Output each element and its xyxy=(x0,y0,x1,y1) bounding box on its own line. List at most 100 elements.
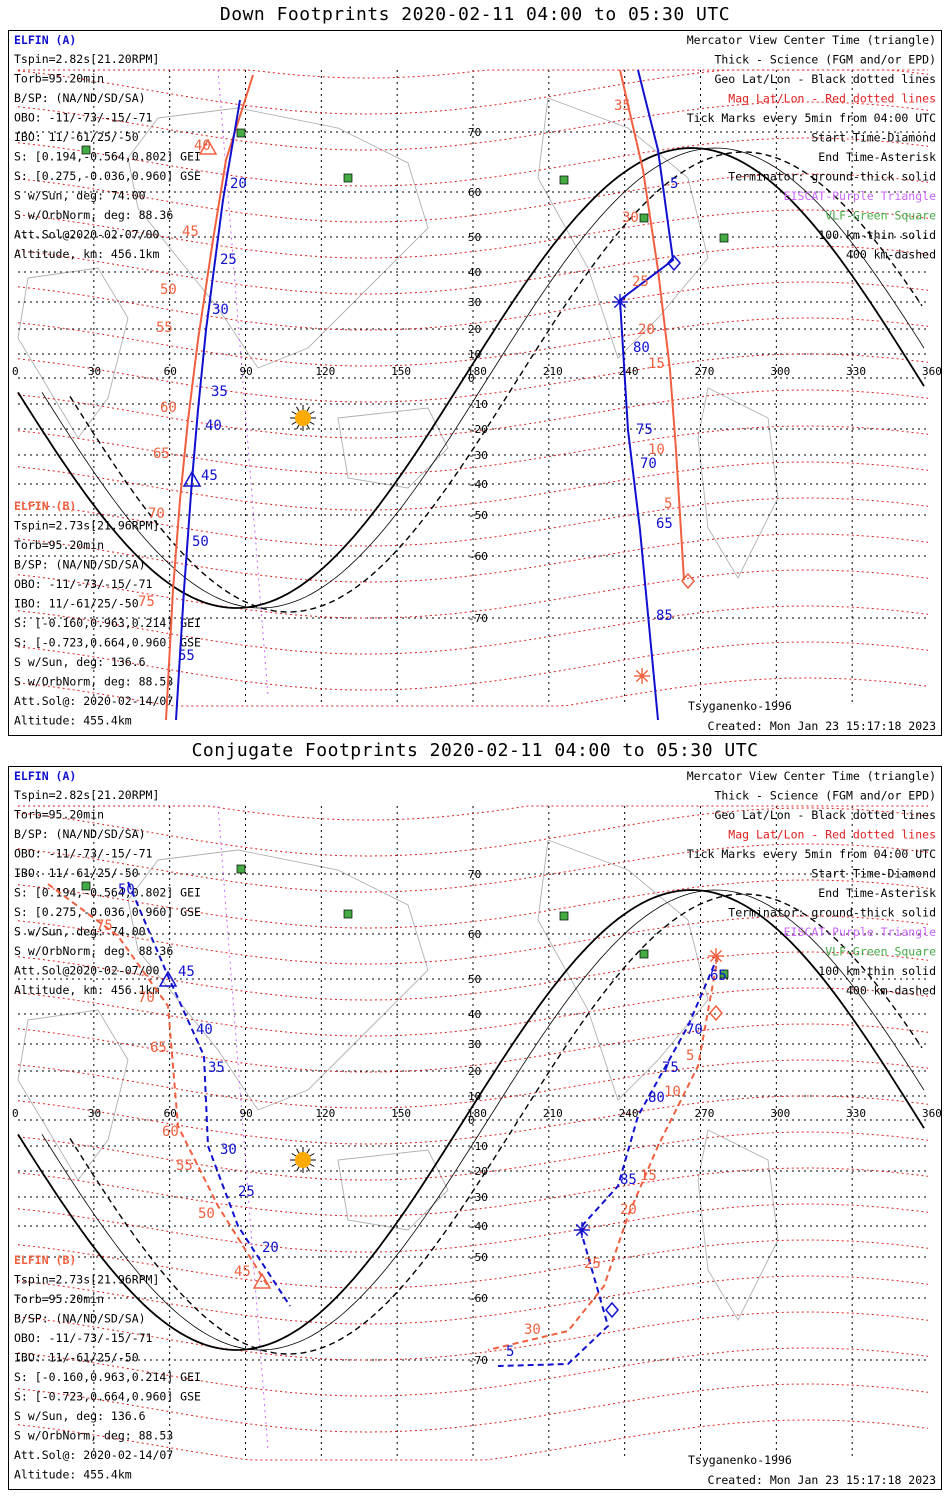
model-label: Tsyganenko-1996 xyxy=(688,1453,792,1467)
lat-tick-label: -70 xyxy=(468,612,488,625)
lon-tick-label: 180 xyxy=(467,365,487,378)
lon-tick-label: 30 xyxy=(88,1107,101,1120)
legend-item: EISCAT-Purple Triangle xyxy=(784,925,936,939)
elfin-b-track-west xyxy=(165,74,254,721)
elfin-b-tick-label: 45 xyxy=(234,1264,251,1280)
elfin-b-tick-label: 50 xyxy=(160,282,177,298)
elfin-a-tick-label: 40 xyxy=(205,418,222,434)
elfin-b-tick-label: 25 xyxy=(584,1256,601,1272)
vlf-station-marker xyxy=(719,233,729,243)
lon-tick-label: 30 xyxy=(88,365,101,378)
elfin-b-tick-label: 20 xyxy=(620,1202,637,1218)
vlf-station-marker xyxy=(236,128,246,138)
elfin-b-param: B/SP: (NA/ND/SD/SA) xyxy=(14,1312,146,1326)
legend-item: End Time-Asterisk xyxy=(818,150,936,164)
lon-tick-label: 270 xyxy=(695,1107,715,1120)
vlf-station-marker xyxy=(639,949,649,959)
elfin-b-name: ELFIN (B) xyxy=(14,1253,76,1267)
elfin-a-tick-label: 30 xyxy=(220,1142,237,1158)
elfin-a-tick-label: 40 xyxy=(196,1022,213,1038)
elfin-b-param: Tspin=2.73s[21.96RPM] xyxy=(14,1273,159,1287)
elfin-a-param: Att.Sol@2020-02-07/00 xyxy=(14,964,159,978)
lon-tick-label: 60 xyxy=(164,1107,177,1120)
lat-tick-label: -10 xyxy=(468,398,488,411)
elfin-b-param: Altitude: 455.4km xyxy=(14,1468,132,1482)
lon-tick-label: 360 xyxy=(922,1107,942,1120)
lon-tick-label: 300 xyxy=(770,1107,790,1120)
lon-tick-label: 150 xyxy=(391,1107,411,1120)
elfin-a-param: S: [0.275,-0.036,0.960] GSE xyxy=(14,169,201,183)
elfin-a-param: S w/OrbNorm, deg: 88.36 xyxy=(14,208,173,222)
lat-tick-label: 10 xyxy=(468,1090,481,1103)
elfin-b-tick-label: 45 xyxy=(182,224,199,240)
elfin-b-tick-label: 75 xyxy=(138,594,155,610)
lon-tick-label: 210 xyxy=(543,365,563,378)
mag-grid xyxy=(17,69,929,707)
elfin-info: ELFIN (A) Tspin=2.82s[21.20RPM] Torb=95.20… xyxy=(14,769,201,1482)
elfin-a-param: Tspin=2.82s[21.20RPM] xyxy=(14,52,159,66)
lon-tick-label: 240 xyxy=(619,1107,639,1120)
elfin-a-tick-label: 70 xyxy=(640,456,657,472)
terminator-400km xyxy=(69,893,923,1355)
lon-tick-label: 180 xyxy=(467,1107,487,1120)
elfin-a-param: S: [0.275,-0.036,0.960] GSE xyxy=(14,905,201,919)
lon-tick-label: 90 xyxy=(240,1107,253,1120)
elfin-b-center-triangle xyxy=(252,1272,272,1289)
legend-item: End Time-Asterisk xyxy=(818,886,936,900)
vlf-station-marker xyxy=(343,173,353,183)
elfin-a-start-diamond xyxy=(667,254,681,272)
lat-tick-label: 10 xyxy=(468,348,481,361)
lat-tick-label: 20 xyxy=(468,323,481,336)
lon-tick-label: 90 xyxy=(240,365,253,378)
elfin-a-param: OBO: -11/-73/-15/-71 xyxy=(14,847,153,861)
lat-tick-label: -60 xyxy=(468,1292,488,1305)
elfin-b-param: S: [-0.723,0.664,0.960] GSE xyxy=(14,636,201,650)
panel-title-down: Down Footprints 2020-02-11 04:00 to 05:3… xyxy=(219,4,731,25)
elfin-b-tick-label: 70 xyxy=(138,990,155,1006)
elfin-b-center-triangle xyxy=(198,138,218,155)
geo-grid xyxy=(18,806,928,1460)
lat-tick-label: 30 xyxy=(468,1038,481,1051)
elfin-a-param: IBO: 11/-61/25/-50 xyxy=(14,866,139,880)
vlf-station-marker xyxy=(343,909,353,919)
legend-item: EISCAT-Purple Triangle xyxy=(784,189,936,203)
elfin-a-tick-label: 5 xyxy=(506,1344,514,1360)
lat-tick-label: 50 xyxy=(468,231,481,244)
elfin-b-param: OBO: -11/-73/-15/-71 xyxy=(14,1331,153,1345)
elfin-a-param: B/SP: (NA/ND/SD/SA) xyxy=(14,91,146,105)
legend-item: Terminator: ground-thick solid xyxy=(728,906,936,920)
vlf-station-marker xyxy=(81,145,91,155)
terminator xyxy=(17,889,925,1355)
elfin-b-param: S: [-0.160,0.963,0.214] GEI xyxy=(14,1370,201,1384)
legend-item: 400 km-dashed xyxy=(846,248,936,262)
lat-tick-label: -20 xyxy=(468,423,488,436)
model-label: Tsyganenko-1996 xyxy=(688,699,792,713)
elfin-a-tick-label: 50 xyxy=(192,534,209,550)
elfin-a-name: ELFIN (A) xyxy=(14,769,76,783)
elfin-b-tick-label: 65 xyxy=(153,446,170,462)
lat-tick-label: -10 xyxy=(468,1140,488,1153)
elfin-b-track-west xyxy=(47,883,269,1287)
lon-tick-label: 270 xyxy=(695,365,715,378)
elfin-a-param: Altitude, km: 456.1km xyxy=(14,247,159,261)
elfin-a-tick-label: 65 xyxy=(656,516,673,532)
elfin-a-center-triangle xyxy=(182,470,202,487)
legend-item: 100 km-thin solid xyxy=(818,228,936,242)
elfin-b-tick-label: 25 xyxy=(632,274,649,290)
legend-item: Thick - Science (FGM and/or EPD) xyxy=(714,53,936,67)
elfin-a-param: S w/Sun, deg: 74.00 xyxy=(14,925,146,939)
lon-tick-label: 120 xyxy=(315,365,335,378)
vlf-station-marker xyxy=(559,175,569,185)
elfin-b-tick-label: 30 xyxy=(622,210,639,226)
legend-item: Thick - Science (FGM and/or EPD) xyxy=(714,789,936,803)
elfin-a-tick-label: 35 xyxy=(208,1060,225,1076)
created-timestamp: Created: Mon Jan 23 15:17:18 2023 xyxy=(708,1473,937,1487)
conjugate-footprints-map: 0 30 60 90 120 150 180 210 240 270 300 330 360706050… xyxy=(8,766,942,1490)
elfin-b-param: B/SP: (NA/ND/SD/SA) xyxy=(14,558,146,572)
geo-grid xyxy=(18,70,928,706)
map-frame xyxy=(8,766,942,1490)
lat-tick-label: 0 xyxy=(468,372,475,385)
elfin-a-tick-label: 45 xyxy=(178,964,195,980)
elfin-b-tick-label: 60 xyxy=(160,400,177,416)
elfin-b-tick-label: 65 xyxy=(150,1040,167,1056)
